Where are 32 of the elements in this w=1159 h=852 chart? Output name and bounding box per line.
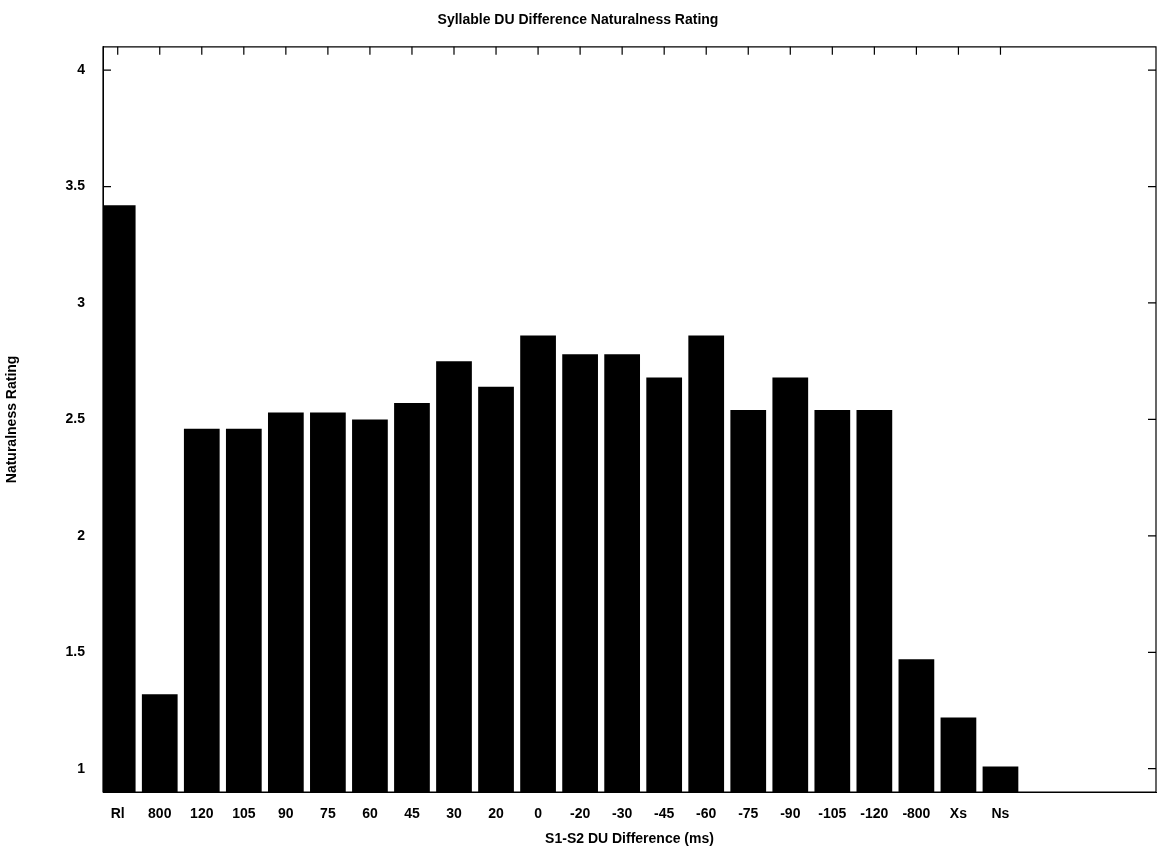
x-tick-label: -105 (818, 805, 847, 822)
x-tick-label: -45 (654, 805, 675, 822)
y-tick-label: 4 (77, 60, 86, 77)
x-tick-label: -30 (612, 805, 633, 822)
x-tick-label: -20 (569, 805, 591, 822)
x-axis-title: S1-S2 DU Difference (ms) (545, 830, 714, 847)
x-tick-label: -60 (696, 805, 717, 822)
x-tick-label: Xs (949, 805, 968, 822)
x-tick-label: 90 (278, 805, 294, 822)
x-tick-label: 75 (320, 805, 336, 822)
y-tick-label: 2.5 (65, 410, 86, 427)
x-tick-label: 800 (148, 805, 172, 822)
chart-title: Syllable DU Difference Naturalness Rating (437, 11, 719, 28)
x-tick-label: Rl (110, 805, 125, 822)
y-tick-label: 3.5 (65, 177, 86, 194)
x-tick-label: 60 (362, 805, 378, 822)
y-tick-label: 1.5 (65, 643, 86, 660)
x-tick-label: 45 (404, 805, 420, 822)
y-axis-title: Naturalness Rating (3, 355, 20, 484)
y-tick-label: 1 (77, 759, 86, 776)
x-tick-label: 30 (446, 805, 462, 822)
x-tick-label: -800 (902, 805, 931, 822)
x-tick-label: 120 (190, 805, 214, 822)
y-tick-label: 2 (77, 526, 86, 543)
x-tick-label: -75 (738, 805, 759, 822)
x-tick-label: 105 (232, 805, 256, 822)
x-tick-label: Ns (991, 805, 1010, 822)
x-tick-label: -120 (860, 805, 889, 822)
y-tick-label: 3 (77, 293, 86, 310)
x-tick-label: 20 (488, 805, 505, 822)
x-tick-label: 0 (534, 805, 543, 822)
x-tick-label: -90 (780, 805, 801, 822)
